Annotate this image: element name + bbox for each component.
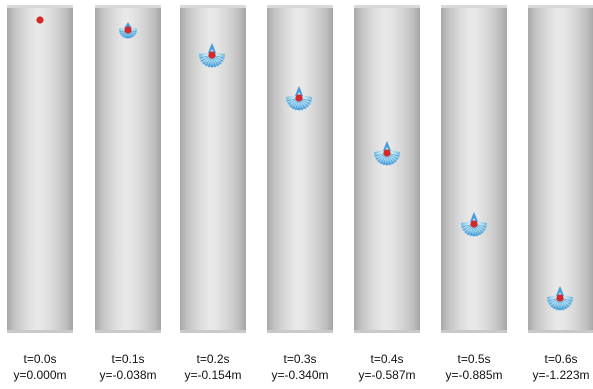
wake-jet-4 <box>383 141 391 151</box>
wake-jet-1 <box>124 22 132 28</box>
particle-2 <box>208 51 216 59</box>
position-label-6: y=-1.223m <box>532 368 590 382</box>
frame-0: t=0.0s y=0.000m <box>7 0 73 389</box>
particle-4 <box>383 149 391 157</box>
time-label-4: t=0.4s <box>370 352 404 366</box>
time-label-0: t=0.0s <box>23 352 57 366</box>
particle-1 <box>124 26 132 34</box>
cylinder-0 <box>7 5 73 333</box>
frame-1: t=0.1s y=-0.038m <box>95 0 161 389</box>
particle-5 <box>470 220 478 228</box>
frame-6: t=0.6s y=-1.223m <box>528 0 593 389</box>
particle-group-4 <box>374 141 400 166</box>
position-label-4: y=-0.587m <box>358 368 416 382</box>
time-label-3: t=0.3s <box>283 352 317 366</box>
particle-group-2 <box>199 43 225 68</box>
time-label-5: t=0.5s <box>457 352 491 366</box>
particle-0 <box>36 16 44 24</box>
wake-jet-6 <box>556 286 564 296</box>
frame-4: t=0.4s y=-0.587m <box>354 0 420 389</box>
time-label-2: t=0.2s <box>196 352 230 366</box>
particle-6 <box>556 294 564 302</box>
wake-jet-3 <box>295 86 303 96</box>
wake-jet-5 <box>470 212 478 222</box>
position-label-2: y=-0.154m <box>184 368 242 382</box>
particle-group-3 <box>286 86 312 111</box>
position-label-5: y=-0.885m <box>445 368 503 382</box>
position-label-1: y=-0.038m <box>99 368 157 382</box>
position-label-3: y=-0.340m <box>271 368 329 382</box>
wake-jet-2 <box>208 43 216 53</box>
particle-3 <box>295 94 303 102</box>
position-label-0: y=0.000m <box>13 368 67 382</box>
particle-group-6 <box>547 286 573 311</box>
time-label-6: t=0.6s <box>544 352 578 366</box>
frame-3: t=0.3s y=-0.340m <box>267 0 333 389</box>
particle-group-5 <box>461 212 487 237</box>
cylinder-6 <box>528 5 593 333</box>
frame-5: t=0.5s y=-0.885m <box>441 0 507 389</box>
cylinder-4 <box>354 5 420 333</box>
cylinder-3 <box>267 5 333 333</box>
time-label-1: t=0.1s <box>111 352 145 366</box>
particle-group-0 <box>36 16 44 24</box>
cylinder-5 <box>441 5 507 333</box>
particle-group-1 <box>119 22 137 39</box>
cylinder-1 <box>95 5 161 333</box>
